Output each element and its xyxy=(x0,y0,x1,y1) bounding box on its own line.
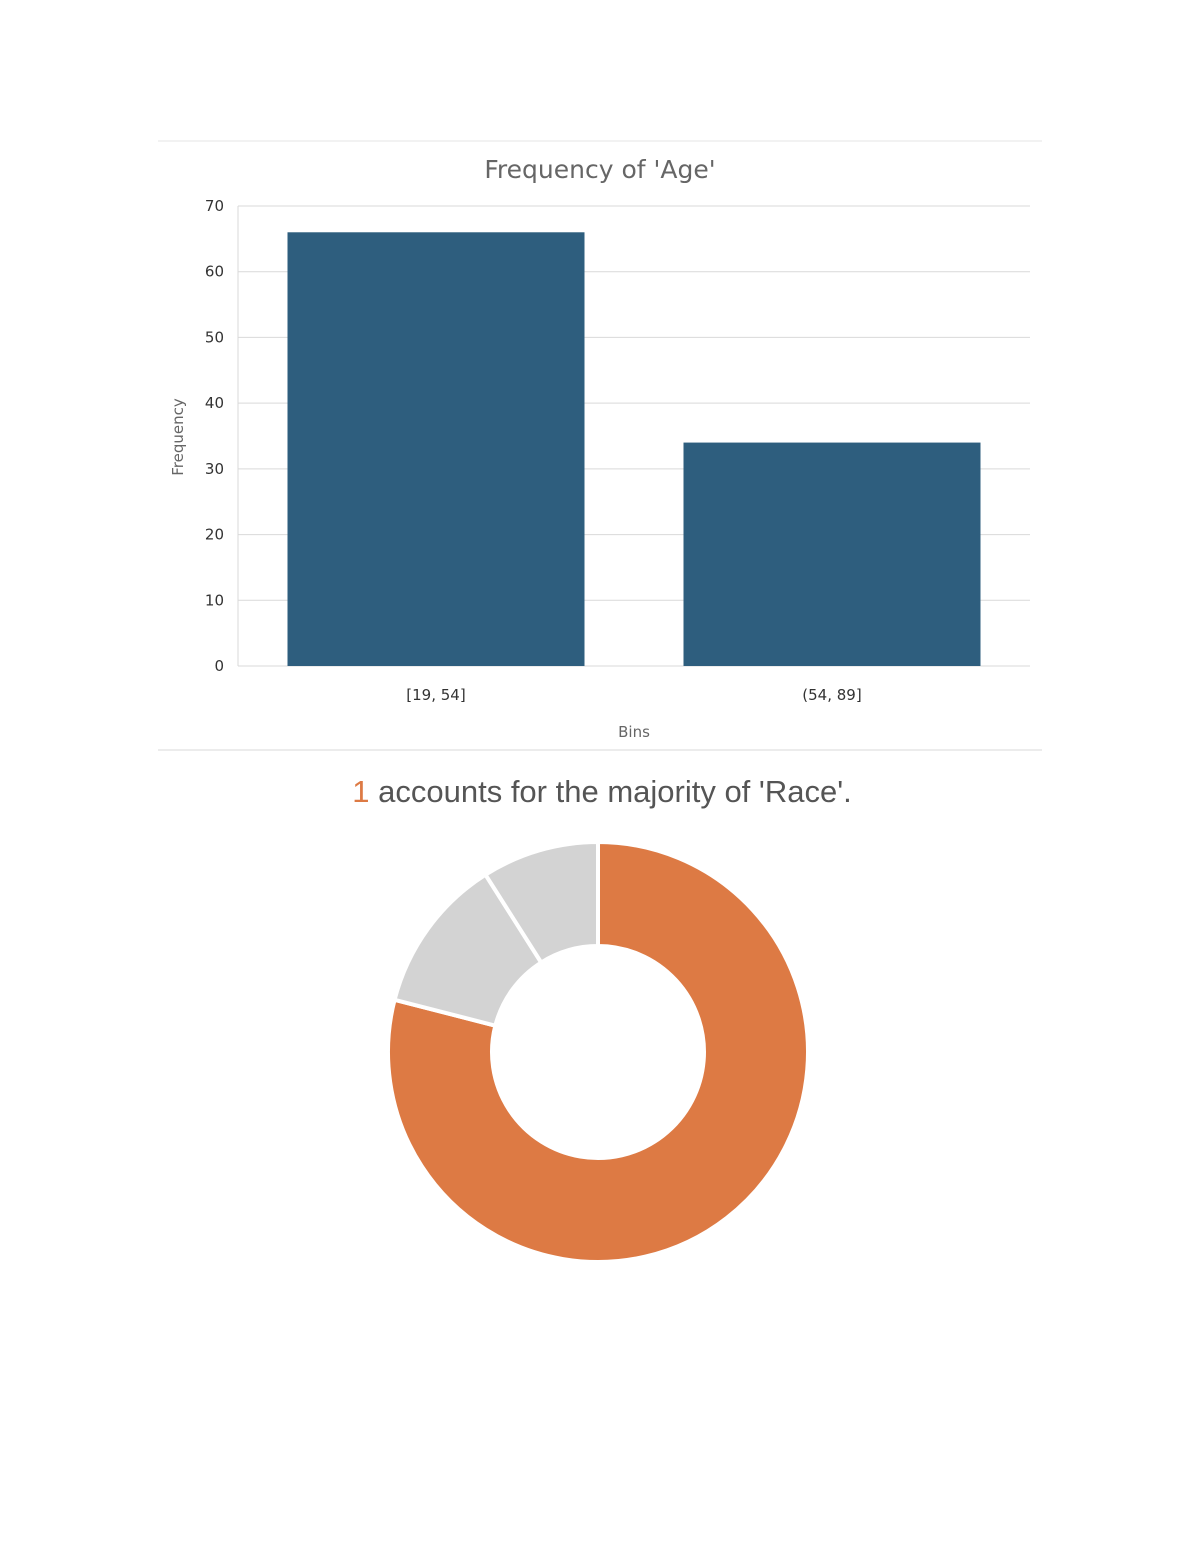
y-tick-label: 0 xyxy=(214,657,224,675)
y-tick-label: 40 xyxy=(205,394,224,412)
donut-slice xyxy=(392,872,544,1028)
bar-chart-bars xyxy=(287,232,981,667)
bar-chart-x-ticks: [19, 54] (54, 89] xyxy=(406,686,861,704)
donut-title-text: accounts for the majority of 'Race'. xyxy=(370,774,852,809)
y-tick-label: 60 xyxy=(205,263,224,281)
x-axis-label: Bins xyxy=(618,723,650,741)
y-tick-label: 70 xyxy=(205,197,224,215)
y-tick-label: 50 xyxy=(205,328,224,346)
donut-slice xyxy=(483,840,600,965)
x-tick-label: [19, 54] xyxy=(406,686,465,704)
y-tick-label: 10 xyxy=(205,591,224,609)
donut-title-highlight: 1 xyxy=(352,774,369,809)
y-tick-label: 30 xyxy=(205,460,224,478)
donut-slices xyxy=(386,840,810,1264)
bar xyxy=(683,442,981,666)
bar-chart-y-ticks: 0 10 20 30 40 50 60 70 xyxy=(205,197,224,675)
y-tick-label: 20 xyxy=(205,526,224,544)
age-frequency-bar-chart: Frequency of 'Age' 0 10 20 30 40 50 60 70 [19, … xyxy=(158,140,1042,751)
donut-chart-title: 1 accounts for the majority of 'Race'. xyxy=(352,774,851,809)
y-axis-label: Frequency xyxy=(169,398,187,476)
bar xyxy=(287,232,585,667)
x-tick-label: (54, 89] xyxy=(802,686,861,704)
donut-slice xyxy=(386,840,810,1264)
bar-chart-title: Frequency of 'Age' xyxy=(484,155,715,184)
